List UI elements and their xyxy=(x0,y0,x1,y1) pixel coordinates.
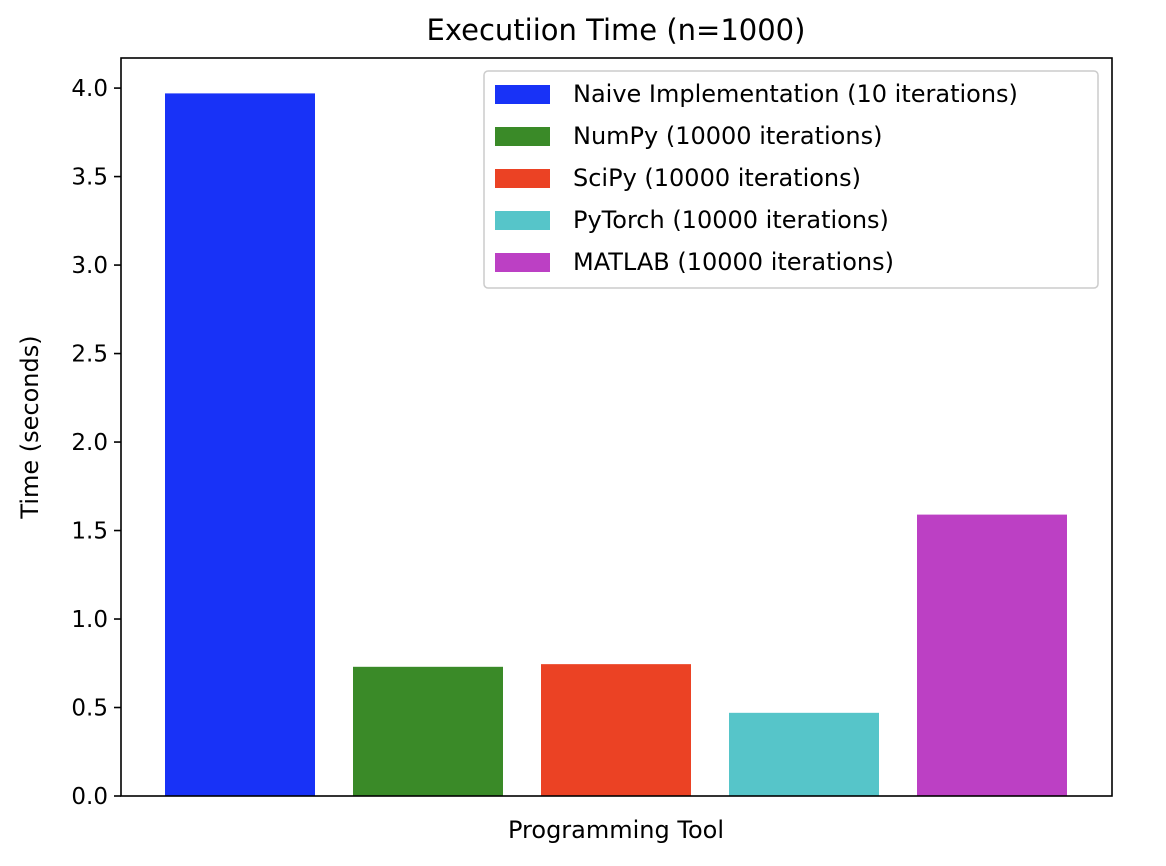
legend-label-0: Naive Implementation (10 iterations) xyxy=(573,80,1018,108)
legend-swatch-0 xyxy=(495,85,550,104)
bar-2 xyxy=(541,664,691,796)
legend-swatch-1 xyxy=(495,127,550,146)
bar-1 xyxy=(353,666,503,796)
bars-layer xyxy=(165,93,1067,796)
legend-swatch-2 xyxy=(495,169,550,188)
legend-swatch-3 xyxy=(495,211,550,230)
bar-4 xyxy=(917,514,1067,796)
legend-box xyxy=(483,70,1099,289)
y-tick-label: 3.0 xyxy=(71,253,108,279)
y-tick-label: 0.0 xyxy=(71,784,108,810)
y-axis: 0.0 0.5 1.0 1.5 2.0 2.5 3.0 3.5 4.0 xyxy=(71,76,121,810)
y-tick-label: 0.5 xyxy=(71,696,108,722)
x-axis-label: Programming Tool xyxy=(508,816,724,844)
y-tick-label: 2.0 xyxy=(71,430,108,456)
legend-label-2: SciPy (10000 iterations) xyxy=(573,164,861,192)
y-tick-label: 2.5 xyxy=(71,342,108,368)
y-tick-label: 1.5 xyxy=(71,519,108,545)
y-axis-label: Time (seconds) xyxy=(16,335,44,519)
legend-label-3: PyTorch (10000 iterations) xyxy=(573,206,889,234)
chart-title: Executiion Time (n=1000) xyxy=(427,13,806,47)
bar-3 xyxy=(729,712,879,796)
plot-frame xyxy=(120,57,1113,797)
y-tick-label: 4.0 xyxy=(71,76,108,102)
y-tick-label: 3.5 xyxy=(71,165,108,191)
y-tick-label: 1.0 xyxy=(71,607,108,633)
legend-label-1: NumPy (10000 iterations) xyxy=(573,122,882,150)
legend: Naive Implementation (10 iterations) NumP… xyxy=(483,70,1099,289)
legend-swatch-4 xyxy=(495,253,550,272)
bar-0 xyxy=(165,93,315,796)
legend-label-4: MATLAB (10000 iterations) xyxy=(573,248,894,276)
